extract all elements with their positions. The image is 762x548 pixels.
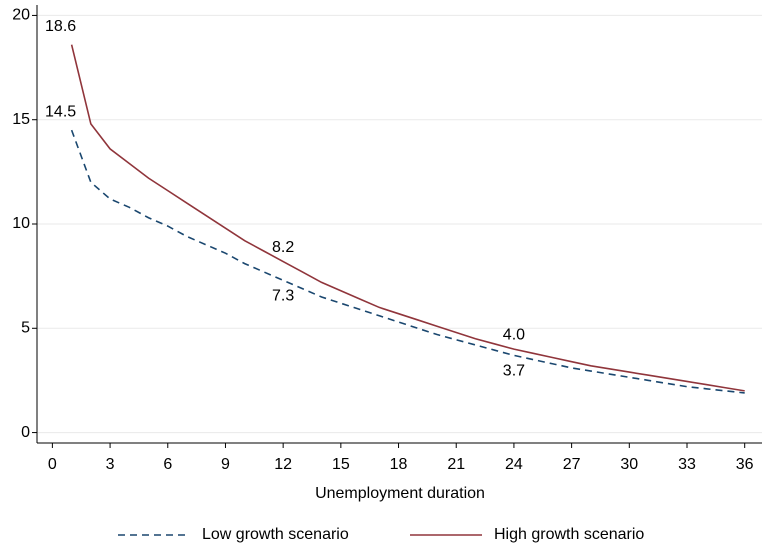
x-tick-label: 3 [106, 456, 115, 473]
x-tick-label: 36 [736, 456, 754, 473]
data-label: 3.7 [503, 363, 525, 380]
legend-label: Low growth scenario [202, 526, 349, 543]
x-tick-label: 27 [563, 456, 581, 473]
x-tick-label: 30 [620, 456, 638, 473]
x-tick-label: 9 [221, 456, 230, 473]
y-tick-label: 15 [12, 111, 30, 128]
x-tick-label: 0 [48, 456, 57, 473]
data-label: 7.3 [272, 288, 294, 305]
x-tick-label: 15 [332, 456, 350, 473]
legend-label: High growth scenario [494, 526, 644, 543]
x-tick-label: 21 [447, 456, 465, 473]
y-tick-label: 10 [12, 215, 30, 232]
x-axis-label: Unemployment duration [315, 485, 485, 502]
y-tick-label: 5 [21, 320, 30, 337]
x-tick-label: 33 [678, 456, 696, 473]
line [70, 129, 745, 394]
x-tick-label: 24 [505, 456, 523, 473]
x-tick-label: 12 [274, 456, 292, 473]
x-tick-label: 6 [163, 456, 172, 473]
data-label: 8.2 [272, 239, 294, 256]
line [70, 44, 745, 392]
data-label: 18.6 [45, 18, 76, 35]
y-tick-label: 0 [21, 424, 30, 441]
data-label: 4.0 [503, 326, 525, 343]
y-tick-label: 20 [12, 7, 30, 24]
data-label: 14.5 [45, 103, 76, 120]
x-tick-label: 18 [390, 456, 408, 473]
